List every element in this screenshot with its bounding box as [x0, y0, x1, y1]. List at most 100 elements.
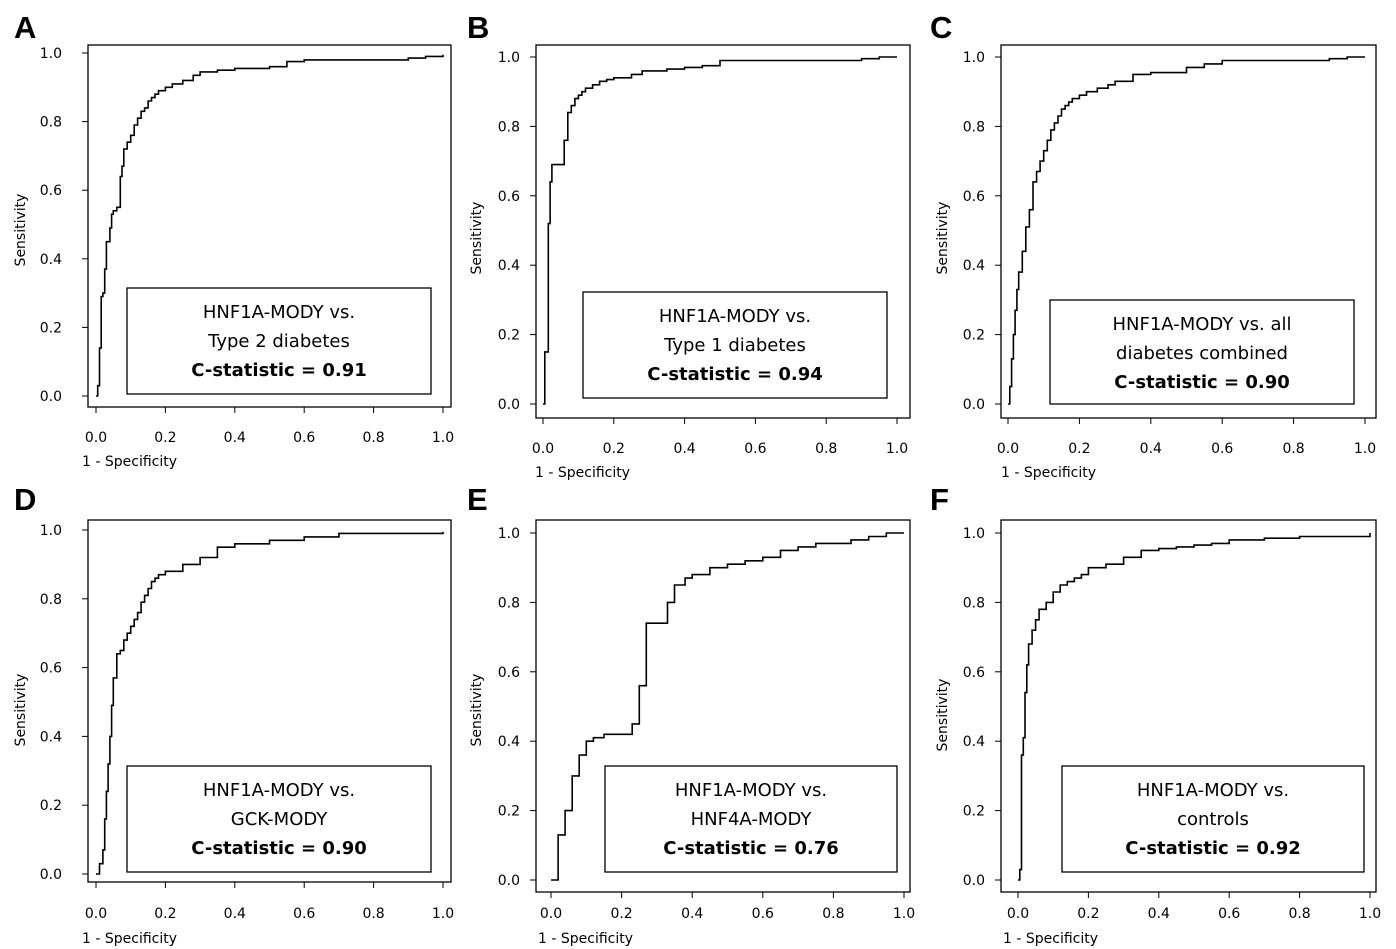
roc-curve [1008, 56, 1365, 405]
x-tick-label: 0.4 [1148, 906, 1170, 922]
y-tick-label: 0.2 [498, 804, 520, 820]
x-tick-label: 0.8 [1288, 906, 1310, 922]
y-axis-title: Sensitivity [13, 674, 29, 747]
y-tick-label: 0.4 [498, 258, 520, 274]
panel-a: A 0.0 0.2 0.4 0.6 0.8 1.0 0.0 0.2 0.4 0.6 0.8 1.0 1 -… [13, 10, 454, 470]
x-tick-label: 0.4 [681, 906, 703, 922]
x-tick-label: 0.0 [1007, 906, 1029, 922]
y-tick-label: 1.0 [963, 526, 985, 542]
legend-line: GCK-MODY [231, 809, 329, 830]
x-tick-label: 0.2 [603, 441, 625, 457]
x-tick-label: 0.8 [822, 906, 844, 922]
x-tick-label: 0.2 [154, 906, 176, 922]
legend-box [126, 287, 432, 395]
y-tick-label: 0.2 [963, 328, 985, 344]
y-tick-label: 0.0 [40, 389, 62, 405]
y-axis-title: Sensitivity [935, 679, 951, 752]
y-tick-label: 0.4 [40, 252, 62, 268]
x-axis-title: 1 - Specificity [1001, 465, 1096, 481]
y-tick-label: 0.2 [40, 798, 62, 814]
panel-d: D 0.0 0.2 0.4 0.6 0.8 1.0 0.0 0.2 0.4 0.6 0.8 1.0 1 -… [13, 482, 454, 947]
y-tick-label: 1.0 [40, 523, 62, 539]
x-tick-label: 0.4 [224, 430, 246, 446]
x-tick-label: 0.6 [293, 906, 315, 922]
y-tick-label: 0.6 [498, 665, 520, 681]
y-tick-label: 0.4 [498, 734, 520, 750]
panel-letter: E [467, 482, 488, 517]
y-tick-label: 0.0 [498, 873, 520, 889]
legend-box [1061, 765, 1365, 873]
x-tick-label: 0.8 [362, 906, 384, 922]
plot-frame [1000, 519, 1377, 893]
legend-line: HNF1A-MODY vs. [203, 780, 355, 801]
panel-c: C 0.0 0.2 0.4 0.6 0.8 1.0 0.0 0.2 0.4 0.6 0.8 1.0 1 -… [930, 10, 1377, 481]
legend-line: HNF1A-MODY vs. [203, 302, 355, 323]
roc-curve [1018, 533, 1371, 881]
x-tick-label: 1.0 [1359, 906, 1381, 922]
x-tick-label: 1.0 [1354, 441, 1376, 457]
panel-e: E 0.0 0.2 0.4 0.6 0.8 1.0 0.0 0.2 0.4 0.6 0.8 1.0 1 -… [467, 482, 915, 947]
plot-frame [87, 519, 452, 883]
panel-letter: C [930, 10, 952, 45]
c-statistic-label: C-statistic = 0.76 [663, 838, 839, 859]
legend-line: Type 1 diabetes [663, 335, 806, 356]
x-tick-label: 0.6 [752, 906, 774, 922]
x-tick-label: 0.2 [1068, 441, 1090, 457]
y-tick-label: 0.2 [498, 328, 520, 344]
y-tick-label: 1.0 [498, 526, 520, 542]
x-tick-label: 0.6 [1211, 441, 1233, 457]
y-tick-label: 0.0 [498, 397, 520, 413]
x-tick-label: 0.8 [362, 430, 384, 446]
y-axis-title: Sensitivity [469, 674, 485, 747]
roc-curve [551, 532, 904, 881]
legend-line: HNF4A-MODY [691, 809, 813, 830]
panel-f: F 0.0 0.2 0.4 0.6 0.8 1.0 0.0 0.2 0.4 0.6 0.8 1.0 1 -… [930, 482, 1381, 947]
plot-frame [1000, 44, 1377, 419]
x-tick-label: 0.0 [532, 441, 554, 457]
roc-curve [96, 531, 444, 875]
y-tick-label: 0.6 [963, 665, 985, 681]
legend-line: HNF1A-MODY vs. [1137, 780, 1289, 801]
panel-letter: B [467, 10, 489, 45]
x-tick-label: 0.2 [1077, 906, 1099, 922]
legend-box [1049, 299, 1355, 405]
x-axis-title: 1 - Specificity [535, 465, 630, 481]
x-tick-label: 0.4 [1140, 441, 1162, 457]
y-axis-title: Sensitivity [13, 194, 29, 267]
legend-line: diabetes combined [1116, 343, 1288, 364]
x-tick-label: 0.2 [610, 906, 632, 922]
c-statistic-label: C-statistic = 0.90 [1114, 372, 1290, 393]
y-tick-label: 0.8 [963, 119, 985, 135]
x-tick-label: 0.6 [744, 441, 766, 457]
legend-line: HNF1A-MODY vs. all [1112, 314, 1291, 335]
plot-frame [535, 44, 911, 419]
y-tick-label: 0.2 [40, 320, 62, 336]
y-tick-label: 1.0 [40, 46, 62, 62]
y-tick-label: 0.6 [963, 189, 985, 205]
y-tick-label: 0.0 [40, 867, 62, 883]
y-tick-label: 1.0 [963, 50, 985, 66]
x-axis-title: 1 - Specificity [82, 454, 177, 470]
legend-line: HNF1A-MODY vs. [675, 780, 827, 801]
plot-frame [87, 44, 452, 408]
panel-letter: A [14, 10, 36, 45]
x-tick-label: 1.0 [893, 906, 915, 922]
y-tick-label: 0.8 [40, 592, 62, 608]
y-tick-label: 0.0 [963, 873, 985, 889]
plot-frame [535, 519, 911, 893]
x-axis-title: 1 - Specificity [538, 931, 633, 947]
c-statistic-label: C-statistic = 0.91 [191, 360, 367, 381]
y-tick-label: 0.6 [498, 189, 520, 205]
y-tick-label: 0.2 [963, 804, 985, 820]
x-axis-title: 1 - Specificity [1003, 931, 1098, 947]
y-tick-label: 0.6 [40, 183, 62, 199]
panel-letter: F [930, 482, 949, 517]
panel-letter: D [14, 482, 36, 517]
y-tick-label: 0.4 [963, 734, 985, 750]
x-tick-label: 0.6 [293, 430, 315, 446]
y-tick-label: 0.0 [963, 397, 985, 413]
legend-line: controls [1177, 809, 1249, 830]
panel-b: B 0.0 0.2 0.4 0.6 0.8 1.0 0.0 0.2 0.4 0.6 0.8 1.0 1 -… [467, 10, 911, 481]
legend-box [604, 765, 898, 873]
